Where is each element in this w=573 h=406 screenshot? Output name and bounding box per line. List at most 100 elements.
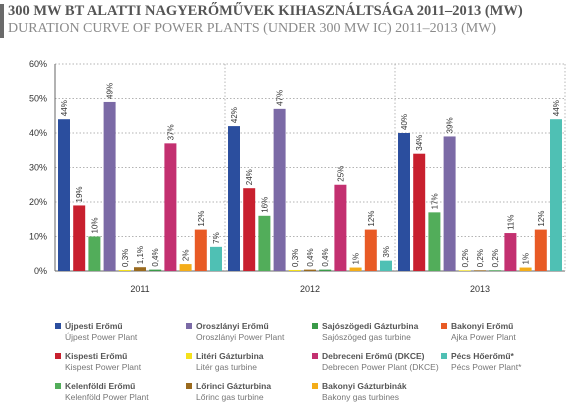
legend-label-en: Kelenföld Power Plant (65, 392, 149, 402)
bar-data-label: 40% (400, 114, 409, 130)
bar-data-label: 25% (336, 166, 345, 182)
bar (58, 119, 70, 271)
bar-data-label: 0,3% (291, 249, 300, 267)
bar (149, 269, 162, 271)
bar (349, 267, 362, 271)
bar (550, 119, 562, 271)
bar-data-label: 0,2% (491, 249, 500, 267)
bar (210, 246, 222, 271)
bar (258, 215, 271, 271)
bar-data-label: 44% (60, 100, 69, 116)
bar-data-label: 7% (212, 232, 221, 244)
bar (458, 270, 471, 271)
bar (288, 269, 301, 271)
legend-label-hu: Sajószögedi Gázturbina (322, 321, 419, 331)
bar (534, 229, 547, 271)
bar-data-label: 49% (106, 83, 115, 99)
bar-data-label: 12% (537, 211, 546, 227)
legend-swatch (312, 323, 318, 329)
bar (319, 269, 332, 271)
bar-data-label: 2% (182, 250, 191, 262)
legend-label-en: Litér gas turbine (196, 362, 257, 372)
x-category-label: 2013 (470, 284, 490, 294)
y-tick-label: 40% (29, 128, 47, 138)
legend-label-en: Sajószöged gas turbine (322, 332, 411, 342)
bar-data-label: 19% (75, 186, 84, 202)
bar (194, 229, 207, 271)
legend-swatch (186, 383, 192, 389)
bar-data-label: 34% (415, 135, 424, 151)
bar (398, 133, 410, 271)
chart-legend: Újpesti Erőmű Újpest Power Plant Oroszlány… (0, 318, 573, 406)
legend-label-hu: Bakonyi Erőmű (451, 321, 514, 331)
legend-swatch (55, 353, 61, 359)
legend-swatch (441, 353, 447, 359)
legend-label-hu: Újpesti Erőmű (65, 321, 123, 331)
legend-label-hu: Lőrinci Gázturbina (196, 381, 272, 391)
bar-data-label: 12% (367, 211, 376, 227)
legend-label-en: Oroszlányi Power Plant (196, 332, 285, 342)
bar (73, 205, 86, 271)
bar (364, 229, 377, 271)
legend-swatch (55, 323, 61, 329)
x-category-label: 2011 (130, 284, 149, 294)
chart-subtitle: DURATION CURVE OF POWER PLANTS (UNDER 30… (8, 21, 497, 36)
legend-label-hu: Kispesti Erőmű (65, 351, 128, 361)
y-tick-label: 50% (29, 94, 47, 104)
bar-data-label: 0,2% (461, 249, 470, 267)
y-tick-label: 30% (29, 163, 47, 173)
bar (334, 184, 347, 271)
legend-label-hu: Oroszlányi Erőmű (196, 321, 269, 331)
y-tick-label: 0% (34, 266, 47, 276)
bar (428, 212, 441, 271)
bar (134, 267, 146, 271)
bar (489, 270, 502, 271)
legend-label-hu: Litéri Gázturbina (196, 351, 264, 361)
legend-label-hu: Pécs Hőerőmű* (451, 351, 514, 361)
legend-label-en: Kispest Power Plant (65, 362, 142, 372)
bar-data-label: 0,4% (306, 248, 315, 266)
legend-label-hu: Debreceni Erőmű (DKCE) (322, 351, 425, 361)
legend-label-en: Ajka Power Plant (451, 332, 516, 342)
legend-swatch (312, 353, 318, 359)
bar (304, 269, 316, 271)
bar (380, 260, 392, 271)
bar-data-label: 12% (197, 211, 206, 227)
y-tick-label: 60% (29, 59, 47, 69)
legend-label-en: Debrecen Power Plant (DKCE) (322, 362, 439, 372)
bar (474, 270, 486, 271)
legend-label-en: Bakony gas turbines (322, 392, 400, 402)
legend-label-en: Lőrinc gas turbine (196, 392, 264, 402)
bar-data-label: 44% (552, 100, 561, 116)
legend-swatch (186, 323, 192, 329)
y-tick-label: 20% (29, 197, 47, 207)
bar-data-label: 24% (245, 169, 254, 185)
bar (88, 236, 101, 271)
bar (519, 267, 532, 271)
bar-data-label: 0,2% (476, 249, 485, 267)
bar (118, 269, 131, 271)
bar-data-label: 16% (260, 197, 269, 213)
bar-data-label: 47% (276, 90, 285, 106)
bar (103, 101, 116, 271)
bar (504, 233, 517, 271)
chart-title: 300 MW BT ALATTI NAGYERŐMŰVEK KIHASZNÁLT… (8, 3, 523, 19)
bar-data-label: 37% (166, 124, 175, 140)
legend-swatch (312, 383, 318, 389)
bar-chart: 0% 10% 20% 30% 40% 50% 60% 44% 19% 10% 49% 0,3% 1,1%… (29, 59, 566, 294)
legend-swatch (55, 383, 61, 389)
legend-label-en: Újpest Power Plant (65, 332, 138, 342)
bar (179, 264, 192, 271)
bar-data-label: 11% (506, 215, 515, 230)
bar (273, 108, 286, 271)
bar (228, 126, 240, 271)
bar-data-label: 0,4% (151, 248, 160, 266)
bar (243, 188, 256, 271)
bar-data-label: 1% (522, 253, 531, 265)
bar-data-label: 39% (446, 117, 455, 133)
bar-data-label: 3% (382, 246, 391, 258)
bar-data-label: 1% (352, 253, 361, 265)
bar-data-label: 0,3% (121, 249, 130, 267)
bar (443, 136, 456, 271)
title-accent-bar (0, 4, 4, 38)
